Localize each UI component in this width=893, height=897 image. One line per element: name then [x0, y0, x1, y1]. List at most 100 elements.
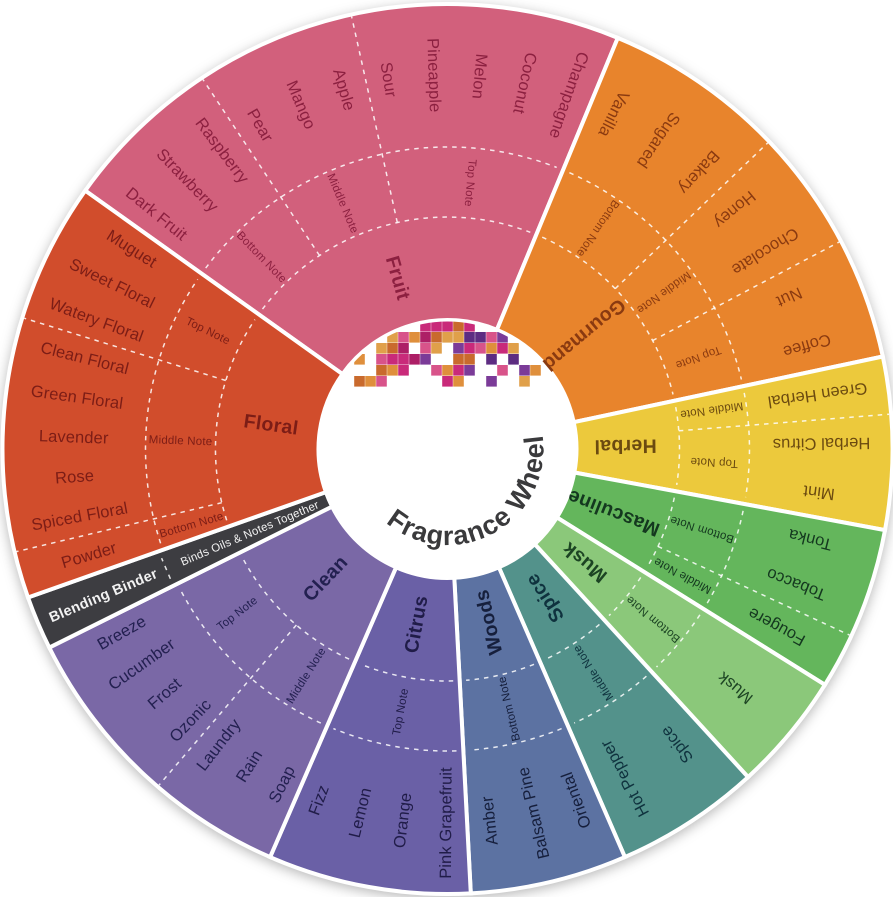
mosaic-square — [497, 343, 508, 354]
item-label-lavender: Lavender — [39, 427, 110, 447]
segment-wedge-fruit — [82, 2, 621, 377]
mosaic-square — [464, 343, 475, 354]
outer-ring-arc — [569, 172, 743, 380]
mosaic-square — [486, 343, 497, 354]
mosaic-square — [376, 376, 387, 387]
mosaic-square — [530, 365, 541, 376]
mosaic-square — [365, 376, 376, 387]
mosaic-square — [387, 354, 398, 365]
note-group-divider — [657, 545, 850, 636]
segment-label-herbal: Herbal — [594, 434, 657, 457]
mosaic-square — [475, 343, 486, 354]
mosaic-square — [453, 321, 464, 332]
item-label-pink-grapefruit: Pink Grapefruit — [437, 767, 456, 879]
mosaic-square — [497, 332, 508, 343]
mosaic-square — [464, 332, 475, 343]
mosaic-square — [431, 343, 442, 354]
note-group-divider — [202, 79, 321, 256]
inner-ring-arc — [360, 663, 454, 682]
mosaic-square — [475, 332, 486, 343]
mosaic-square — [420, 343, 431, 354]
outer-ring-arc — [743, 392, 751, 498]
mosaic-square — [376, 354, 387, 365]
mosaic-square — [431, 321, 442, 332]
mosaic-square — [398, 343, 409, 354]
inner-ring-arc — [608, 576, 642, 617]
mosaic-square — [464, 321, 475, 332]
inner-ring-arc — [646, 497, 676, 567]
mosaic-square — [442, 365, 453, 376]
mosaic-square — [453, 376, 464, 387]
note-group-divider — [614, 142, 769, 290]
item-label-amber: Amber — [478, 795, 501, 846]
mosaic-square — [486, 354, 497, 365]
mosaic-square — [464, 365, 475, 376]
mosaic-square — [442, 376, 453, 387]
mosaic-square — [398, 365, 409, 376]
mosaic-square — [387, 343, 398, 354]
mosaic-square — [420, 354, 431, 365]
outer-ring-arc — [144, 278, 199, 544]
item-label-sour: Sour — [377, 61, 400, 99]
inner-ring-arc — [466, 663, 535, 682]
note-group-divider — [158, 624, 297, 786]
inner-ring-arc — [541, 236, 674, 395]
mosaic-square — [376, 365, 387, 376]
mosaic-square — [431, 365, 442, 376]
mosaic-square — [453, 354, 464, 365]
mosaic-square — [354, 376, 365, 387]
mosaic-square — [431, 332, 442, 343]
item-label-pineapple: Pineapple — [423, 38, 444, 113]
item-label-melon: Melon — [468, 53, 490, 100]
mosaic-square — [420, 321, 431, 332]
item-label-rose: Rose — [54, 467, 94, 488]
note-label: Top Note — [462, 159, 478, 208]
mosaic-square — [508, 354, 519, 365]
mosaic-square — [519, 365, 530, 376]
mosaic-square — [486, 332, 497, 343]
mosaic-square — [519, 376, 530, 387]
item-label-herbal-citrus: Herbal Citrus — [773, 434, 871, 453]
pixel-mosaic — [354, 321, 541, 387]
binder-divider — [160, 557, 172, 580]
mosaic-square — [464, 354, 475, 365]
note-group-divider — [23, 317, 227, 382]
note-group-divider — [678, 413, 890, 432]
inner-ring-arc — [214, 319, 256, 521]
mosaic-square — [398, 354, 409, 365]
outer-ring-arc — [205, 146, 557, 269]
mosaic-square — [442, 321, 453, 332]
note-label: Middle Note — [149, 434, 213, 448]
outer-ring-arc — [333, 727, 457, 752]
inner-ring-arc — [674, 406, 681, 486]
mosaic-square — [409, 332, 420, 343]
item-label-mint: Mint — [802, 481, 836, 503]
mosaic-square — [453, 343, 464, 354]
inner-ring-arc — [261, 216, 531, 310]
outer-ring-arc — [655, 614, 701, 668]
mosaic-square — [486, 376, 497, 387]
mosaic-square — [508, 343, 519, 354]
mosaic-square — [420, 332, 431, 343]
outer-ring-arc — [706, 510, 744, 604]
inner-ring-arc — [545, 623, 600, 660]
mosaic-square — [497, 365, 508, 376]
mosaic-square — [453, 365, 464, 376]
center-hub: Fragrance Wheel — [318, 320, 577, 578]
mosaic-square — [442, 332, 453, 343]
mosaic-square — [398, 332, 409, 343]
outer-ring-arc — [470, 727, 562, 751]
note-group-divider — [350, 16, 399, 223]
note-group-divider — [652, 241, 840, 342]
mosaic-square — [453, 332, 464, 343]
note-label: Top Note — [690, 455, 738, 469]
